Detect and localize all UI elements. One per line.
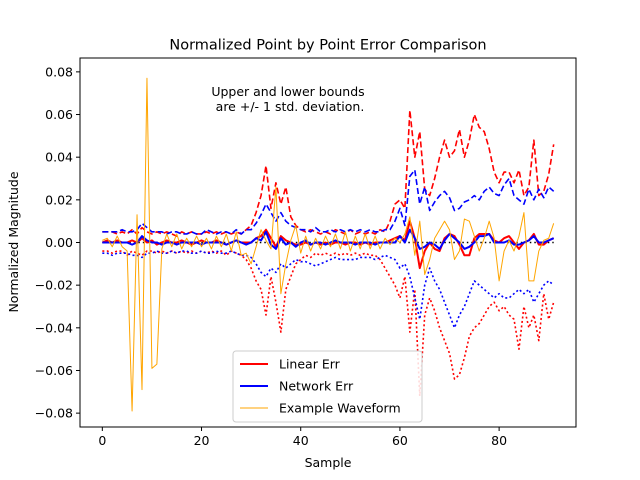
y-tick-label: 0.08	[45, 64, 73, 79]
x-axis-label: Sample	[305, 455, 352, 470]
y-axis-label: Normalized Magnitude	[6, 171, 21, 312]
legend-box	[232, 350, 423, 423]
legend: Linear Err Network Err Example Waveform	[232, 350, 423, 423]
x-axis-ticks: 0 20 40 60 80	[98, 427, 507, 448]
annotation-line-1: Upper and lower bounds	[211, 84, 364, 99]
y-tick-label: −0.04	[35, 320, 73, 335]
x-tick-label: 60	[392, 433, 408, 448]
x-tick-label: 40	[293, 433, 309, 448]
series-line-linear-lower	[102, 250, 555, 397]
series-line-network-upper	[102, 169, 555, 235]
y-tick-label: 0.06	[45, 107, 73, 122]
series-line-network-lower	[102, 250, 555, 329]
y-axis-ticks: −0.08 −0.06 −0.04 −0.02 0.00 0.02 0.04 0.06 0.08	[35, 64, 80, 421]
x-tick-label: 0	[98, 433, 106, 448]
series-line-linear-upper	[102, 109, 555, 237]
chart-title: Normalized Point by Point Error Comparis…	[169, 38, 486, 54]
y-tick-label: −0.08	[35, 406, 73, 421]
series-layer	[101, 77, 555, 412]
x-tick-label: 20	[194, 433, 210, 448]
y-tick-label: 0.02	[45, 192, 73, 207]
legend-label-network-err: Network Err	[279, 379, 354, 394]
series-line-network-err	[102, 228, 555, 250]
legend-label-linear-err: Linear Err	[279, 357, 341, 372]
series-line-waveform	[102, 77, 555, 412]
plot-area	[101, 77, 555, 412]
y-tick-label: 0.04	[45, 150, 73, 165]
legend-label-example-waveform: Example Waveform	[279, 401, 401, 416]
x-tick-label: 80	[491, 433, 507, 448]
annotation-line-2: are +/- 1 std. deviation.	[212, 99, 365, 114]
y-tick-label: −0.02	[35, 278, 73, 293]
y-tick-label: −0.06	[35, 363, 73, 378]
y-tick-label: 0.00	[45, 235, 73, 250]
